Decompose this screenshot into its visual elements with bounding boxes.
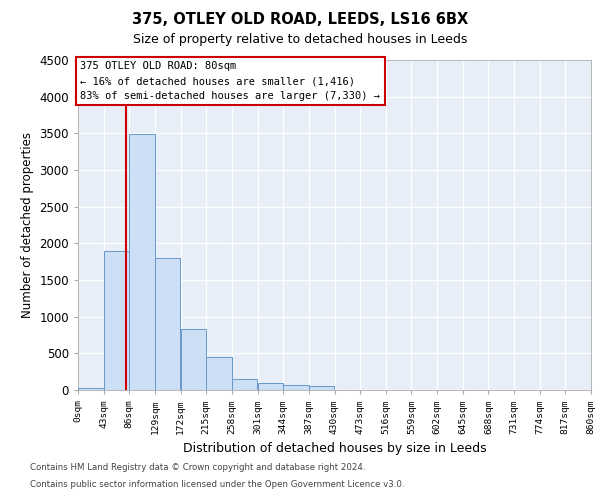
- Text: 375 OTLEY OLD ROAD: 80sqm
← 16% of detached houses are smaller (1,416)
83% of se: 375 OTLEY OLD ROAD: 80sqm ← 16% of detac…: [80, 62, 380, 101]
- Bar: [257, 382, 283, 390]
- Bar: [181, 329, 206, 390]
- Bar: [309, 386, 334, 390]
- Text: Contains HM Land Registry data © Crown copyright and database right 2024.: Contains HM Land Registry data © Crown c…: [30, 464, 365, 472]
- Bar: [283, 384, 309, 390]
- Bar: [206, 357, 232, 390]
- Bar: [155, 258, 181, 390]
- Text: Size of property relative to detached houses in Leeds: Size of property relative to detached ho…: [133, 32, 467, 46]
- X-axis label: Distribution of detached houses by size in Leeds: Distribution of detached houses by size …: [182, 442, 487, 455]
- Text: 375, OTLEY OLD ROAD, LEEDS, LS16 6BX: 375, OTLEY OLD ROAD, LEEDS, LS16 6BX: [132, 12, 468, 28]
- Bar: [104, 250, 129, 390]
- Bar: [130, 134, 155, 390]
- Text: Contains public sector information licensed under the Open Government Licence v3: Contains public sector information licen…: [30, 480, 404, 489]
- Bar: [78, 388, 104, 390]
- Y-axis label: Number of detached properties: Number of detached properties: [21, 132, 34, 318]
- Bar: [232, 378, 257, 390]
